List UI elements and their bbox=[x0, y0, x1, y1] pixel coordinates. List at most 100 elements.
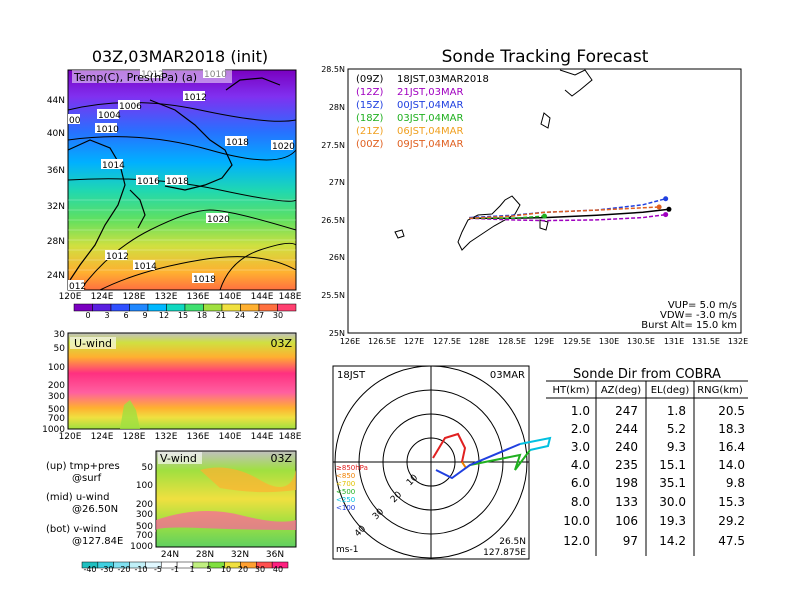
svg-text:40N: 40N bbox=[47, 129, 65, 139]
svg-text:128E: 128E bbox=[123, 292, 146, 302]
tracking-lon-ticks: 126E 126.5E 127E 127.5E 128E 128.5E 129E… bbox=[340, 337, 748, 346]
legend-notes: (up) tmp+pres @surf (mid) u-wind @26.50N… bbox=[46, 461, 123, 547]
svg-text:1018: 1018 bbox=[166, 177, 189, 187]
hodograph-lon: 127.875E bbox=[483, 548, 526, 558]
svg-text:30.0: 30.0 bbox=[659, 495, 686, 509]
sonde-table-grid bbox=[546, 380, 748, 556]
svg-text:148E: 148E bbox=[279, 432, 302, 442]
legend-text-09z: 18JST,03MAR2018 bbox=[397, 74, 489, 85]
svg-text:120E: 120E bbox=[59, 292, 82, 302]
svg-text:AZ(deg): AZ(deg) bbox=[601, 385, 641, 396]
hodograph-time: 18JST bbox=[337, 370, 366, 381]
svg-text:35.1: 35.1 bbox=[659, 476, 686, 490]
colorbar-cell bbox=[129, 303, 149, 312]
svg-text:<500: <500 bbox=[336, 488, 355, 496]
svg-text:700: 700 bbox=[136, 531, 153, 541]
svg-text:44N: 44N bbox=[47, 96, 65, 106]
svg-text:RNG(km): RNG(km) bbox=[697, 385, 743, 396]
svg-text:25.5N: 25.5N bbox=[321, 291, 345, 300]
svg-text:12.0: 12.0 bbox=[563, 534, 590, 548]
svg-text:5.2: 5.2 bbox=[667, 422, 686, 436]
svg-text:136E: 136E bbox=[187, 432, 210, 442]
table-row: 8.0 133 30.0 15.3 bbox=[571, 495, 745, 509]
legend-text-15z: 00JST,04MAR bbox=[397, 100, 464, 111]
table-row: 1.0 247 1.8 20.5 bbox=[571, 404, 745, 418]
svg-text:2.0: 2.0 bbox=[571, 422, 590, 436]
u-wind-time: 03Z bbox=[270, 337, 292, 350]
svg-text:127.5E: 127.5E bbox=[433, 337, 461, 346]
table-row: 4.0 235 15.1 14.0 bbox=[571, 458, 745, 472]
u-wind-lon-ticks: 120E 124E 128E 132E 136E 140E 144E 148E bbox=[59, 432, 302, 442]
svg-text:1014: 1014 bbox=[134, 262, 157, 272]
table-row: 6.0 198 35.1 9.8 bbox=[571, 476, 745, 490]
svg-text:36N: 36N bbox=[47, 166, 65, 176]
svg-text:36N: 36N bbox=[266, 550, 284, 560]
svg-text:5: 5 bbox=[206, 565, 211, 574]
legend-text-18z: 03JST,04MAR bbox=[397, 113, 464, 124]
coastlines bbox=[67, 77, 281, 281]
svg-text:28N: 28N bbox=[47, 237, 65, 247]
svg-text:235: 235 bbox=[615, 458, 638, 472]
svg-text:15.3: 15.3 bbox=[718, 495, 745, 509]
svg-text:124E: 124E bbox=[91, 432, 114, 442]
svg-text:24: 24 bbox=[235, 311, 245, 320]
svg-text:200: 200 bbox=[48, 381, 65, 391]
svg-text:200: 200 bbox=[136, 500, 153, 510]
svg-text:≥850hPa: ≥850hPa bbox=[336, 464, 368, 472]
svg-text:28.5N: 28.5N bbox=[321, 65, 345, 74]
svg-text:-20: -20 bbox=[117, 565, 130, 574]
svg-text:14.2: 14.2 bbox=[659, 534, 686, 548]
svg-text:128E: 128E bbox=[469, 337, 489, 346]
svg-text:12: 12 bbox=[159, 311, 169, 320]
svg-text:9: 9 bbox=[142, 311, 147, 320]
svg-text:100: 100 bbox=[48, 363, 65, 373]
colorbar-cell bbox=[147, 303, 167, 312]
legend-code-18z: (18Z) bbox=[356, 113, 383, 124]
table-row: 10.0 106 19.3 29.2 bbox=[563, 514, 745, 528]
svg-text:140E: 140E bbox=[219, 432, 242, 442]
v-wind-panel bbox=[155, 450, 297, 548]
colorbar-cell bbox=[258, 303, 278, 312]
hodograph-level-legend: ≥850hPa <850 <700 <500 <250 <100 bbox=[336, 464, 368, 512]
legend-text-00z: 09JST,04MAR bbox=[397, 139, 464, 150]
legend-text-21z: 06JST,04MAR bbox=[397, 126, 464, 137]
hodograph-lat: 26.5N bbox=[499, 537, 526, 547]
svg-text:@26.50N: @26.50N bbox=[72, 504, 118, 515]
svg-text:29.2: 29.2 bbox=[718, 514, 745, 528]
svg-text:<850: <850 bbox=[336, 472, 355, 480]
u-wind-pressure-ticks: 30 50 100 200 300 500 700 1000 bbox=[42, 330, 65, 435]
svg-text:129E: 129E bbox=[534, 337, 554, 346]
svg-text:012: 012 bbox=[69, 282, 86, 292]
svg-text:1: 1 bbox=[189, 565, 194, 574]
svg-text:9.8: 9.8 bbox=[726, 476, 745, 490]
svg-text:40: 40 bbox=[273, 565, 283, 574]
svg-text:129.5E: 129.5E bbox=[563, 337, 591, 346]
colorbar-cell bbox=[166, 303, 186, 312]
svg-text:-1: -1 bbox=[171, 565, 179, 574]
wind-colorbar bbox=[81, 561, 289, 569]
svg-text:18: 18 bbox=[197, 311, 207, 320]
svg-text:100: 100 bbox=[136, 481, 153, 491]
svg-text:0: 0 bbox=[85, 311, 90, 320]
vdw-text: VDW= -3.0 m/s bbox=[660, 310, 737, 321]
svg-text:18.3: 18.3 bbox=[718, 422, 745, 436]
left-panel-title: 03Z,03MAR2018 (init) bbox=[92, 47, 268, 66]
v-wind-label: V-wind bbox=[160, 452, 197, 465]
hodograph-trace bbox=[432, 432, 552, 480]
svg-text:1.0: 1.0 bbox=[571, 404, 590, 418]
svg-text:28N: 28N bbox=[196, 550, 214, 560]
svg-text:97: 97 bbox=[623, 534, 638, 548]
svg-text:(up) tmp+pres: (up) tmp+pres bbox=[46, 461, 120, 472]
svg-text:144E: 144E bbox=[251, 292, 274, 302]
svg-text:247: 247 bbox=[615, 404, 638, 418]
wind-colorbar-ticks: -40 -30 -20 -10 -5 -1 1 5 10 20 30 40 bbox=[83, 565, 283, 574]
colorbar-cell bbox=[240, 303, 260, 312]
svg-text:130E: 130E bbox=[599, 337, 619, 346]
svg-text:27.5N: 27.5N bbox=[321, 141, 345, 150]
svg-text:1020: 1020 bbox=[272, 142, 295, 152]
svg-text:126E: 126E bbox=[340, 337, 360, 346]
hodograph-unit: ms-1 bbox=[336, 545, 358, 555]
svg-text:133: 133 bbox=[615, 495, 638, 509]
table-row: 3.0 240 9.3 16.4 bbox=[571, 440, 745, 454]
svg-text:20: 20 bbox=[238, 565, 248, 574]
